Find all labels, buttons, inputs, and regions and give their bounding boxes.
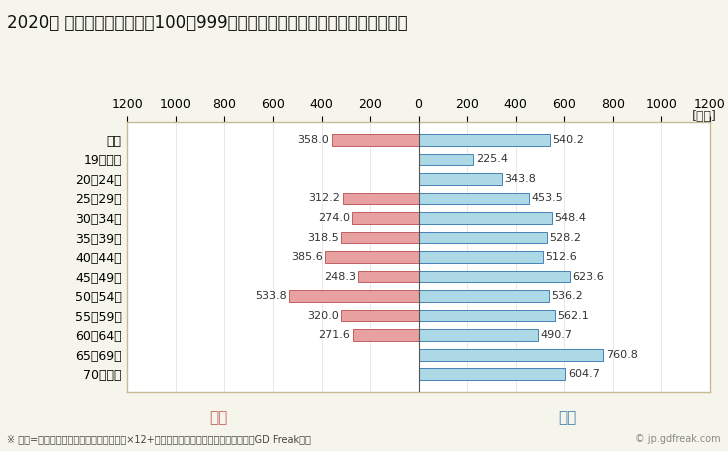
Text: 512.6: 512.6 [545, 252, 577, 262]
Bar [343, 193, 419, 204]
Bar [419, 154, 473, 166]
Bar [341, 232, 419, 244]
Text: 453.5: 453.5 [531, 193, 563, 203]
Text: 548.4: 548.4 [554, 213, 586, 223]
Bar [419, 310, 555, 322]
Text: 760.8: 760.8 [606, 350, 638, 360]
Text: 男性: 男性 [558, 410, 577, 425]
Bar [289, 290, 419, 302]
Bar [419, 134, 550, 146]
Text: 女性: 女性 [209, 410, 228, 425]
Text: 271.6: 271.6 [318, 330, 350, 340]
Bar [341, 310, 419, 322]
Text: 562.1: 562.1 [558, 311, 589, 321]
Text: 312.2: 312.2 [309, 193, 341, 203]
Text: 318.5: 318.5 [307, 233, 339, 243]
Bar [325, 251, 419, 263]
Text: 528.2: 528.2 [549, 233, 581, 243]
Text: 623.6: 623.6 [572, 272, 604, 281]
Text: 540.2: 540.2 [552, 135, 584, 145]
Bar [419, 290, 549, 302]
Text: [万円]: [万円] [692, 110, 717, 124]
Bar [352, 329, 419, 341]
Text: 385.6: 385.6 [291, 252, 323, 262]
Bar [352, 212, 419, 224]
Text: 536.2: 536.2 [551, 291, 583, 301]
Bar [419, 349, 604, 360]
Bar [419, 251, 543, 263]
Text: ※ 年収=「きまって支給する現金給与額」×12+「年間賞与その他特別給与額」としてGD Freak推計: ※ 年収=「きまって支給する現金給与額」×12+「年間賞与その他特別給与額」とし… [7, 434, 311, 444]
Bar [419, 232, 547, 244]
Text: 320.0: 320.0 [306, 311, 339, 321]
Text: 343.8: 343.8 [505, 174, 537, 184]
Text: 248.3: 248.3 [324, 272, 356, 281]
Bar [419, 173, 502, 185]
Bar [419, 368, 566, 380]
Text: 2020年 民間企業（従業者数100～999人）フルタイム労働者の男女別平均年収: 2020年 民間企業（従業者数100～999人）フルタイム労働者の男女別平均年収 [7, 14, 408, 32]
Bar [358, 271, 419, 282]
Text: 225.4: 225.4 [475, 154, 507, 165]
Text: 274.0: 274.0 [317, 213, 349, 223]
Bar [419, 193, 529, 204]
Text: 490.7: 490.7 [540, 330, 572, 340]
Text: 358.0: 358.0 [298, 135, 329, 145]
Bar [419, 329, 538, 341]
Text: © jp.gdfreak.com: © jp.gdfreak.com [635, 434, 721, 444]
Bar [419, 271, 570, 282]
Text: 604.7: 604.7 [568, 369, 600, 379]
Bar [332, 134, 419, 146]
Bar [419, 212, 552, 224]
Text: 533.8: 533.8 [255, 291, 287, 301]
